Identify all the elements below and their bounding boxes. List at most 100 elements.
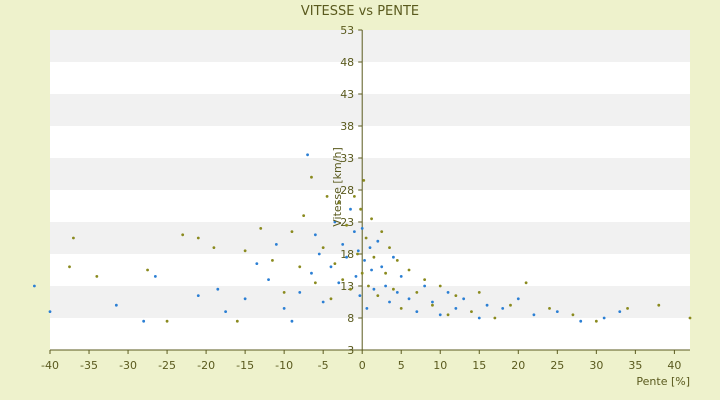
- data-point: [259, 227, 263, 230]
- x-axis: -40 -35 -30 -25 -20 -15 -10 -5 0 5 10 15 20 25 30 35 40: [41, 349, 690, 372]
- grid-band: [50, 222, 690, 254]
- y-tick-label: 33: [340, 152, 354, 165]
- data-point: [555, 310, 559, 313]
- data-point: [313, 233, 317, 237]
- data-point: [579, 319, 583, 323]
- data-point: [454, 294, 458, 297]
- data-point: [337, 201, 341, 205]
- data-point: [548, 307, 551, 310]
- data-point: [337, 281, 341, 285]
- y-tick-label: 28: [340, 184, 354, 197]
- data-point: [399, 307, 403, 310]
- data-point: [493, 316, 497, 320]
- data-point: [602, 316, 606, 320]
- x-tick-label: -5: [318, 359, 329, 372]
- data-point: [302, 214, 306, 218]
- data-point: [360, 227, 364, 230]
- x-tick-label: -35: [80, 359, 98, 372]
- data-point: [196, 294, 200, 297]
- data-point: [341, 243, 345, 246]
- y-tick-label: 48: [340, 56, 354, 69]
- data-point: [310, 271, 313, 275]
- data-point: [370, 268, 373, 272]
- data-point: [384, 284, 388, 288]
- x-tick-label: 5: [398, 359, 405, 372]
- data-point: [477, 291, 481, 294]
- x-tick-label: 25: [550, 359, 564, 372]
- data-point: [477, 316, 481, 320]
- grid-band: [50, 30, 690, 62]
- data-point: [372, 287, 376, 291]
- y-tick-label: 13: [340, 280, 354, 293]
- data-point: [446, 291, 450, 294]
- data-point: [196, 236, 200, 240]
- x-tick-label: 10: [433, 359, 447, 372]
- data-point: [345, 223, 348, 227]
- data-point: [354, 275, 358, 278]
- data-point: [365, 307, 369, 310]
- data-point: [415, 291, 419, 294]
- data-point: [181, 233, 185, 237]
- x-tick-label: -30: [119, 359, 137, 372]
- data-point: [216, 287, 220, 291]
- x-tick-label: 15: [472, 359, 486, 372]
- data-point: [415, 310, 419, 313]
- data-point: [407, 297, 411, 301]
- data-point: [532, 313, 536, 317]
- data-point: [317, 252, 321, 256]
- data-point: [370, 217, 373, 221]
- data-point: [313, 281, 317, 285]
- data-point: [165, 319, 169, 323]
- data-point: [395, 259, 399, 262]
- x-tick-label: -25: [158, 359, 176, 372]
- data-point: [395, 291, 399, 294]
- data-point: [255, 262, 259, 265]
- data-point: [352, 195, 356, 198]
- data-point: [594, 319, 598, 323]
- data-point: [310, 175, 313, 179]
- data-point: [282, 291, 286, 294]
- data-point: [282, 307, 286, 310]
- data-point: [462, 297, 466, 301]
- data-point: [325, 195, 329, 198]
- data-point: [362, 179, 366, 182]
- data-point: [384, 271, 388, 275]
- data-point: [431, 303, 434, 307]
- y-tick-label: 18: [340, 248, 354, 261]
- data-point: [95, 275, 99, 278]
- data-point: [267, 278, 270, 281]
- data-point: [243, 249, 247, 253]
- data-point: [306, 153, 309, 157]
- grid-band: [50, 94, 690, 126]
- data-point: [392, 287, 395, 291]
- data-point: [333, 262, 337, 265]
- data-point: [657, 303, 661, 307]
- x-tick-label: -20: [197, 359, 215, 372]
- data-point: [509, 303, 512, 307]
- data-point: [212, 246, 216, 250]
- chart-title: VITESSE vs PENTE: [301, 4, 419, 19]
- data-point: [349, 207, 352, 211]
- data-point: [364, 236, 368, 240]
- data-point: [438, 313, 442, 317]
- data-point: [333, 220, 337, 224]
- y-tick-label: 43: [340, 88, 354, 101]
- data-point: [407, 268, 411, 272]
- data-point: [423, 284, 427, 288]
- data-point: [352, 230, 356, 234]
- data-point: [501, 307, 505, 310]
- data-point: [68, 265, 71, 269]
- data-point: [470, 310, 473, 313]
- x-tick-label: -10: [275, 359, 293, 372]
- y-axis: 38131823283338434853: [340, 24, 363, 357]
- data-point: [329, 265, 333, 269]
- data-point: [48, 310, 52, 313]
- data-point: [153, 275, 157, 278]
- data-point: [423, 278, 427, 281]
- x-tick-label: 30: [589, 359, 603, 372]
- data-point: [224, 310, 228, 313]
- x-tick-label: -15: [236, 359, 254, 372]
- x-tick-label: 35: [628, 359, 642, 372]
- data-point: [235, 319, 239, 323]
